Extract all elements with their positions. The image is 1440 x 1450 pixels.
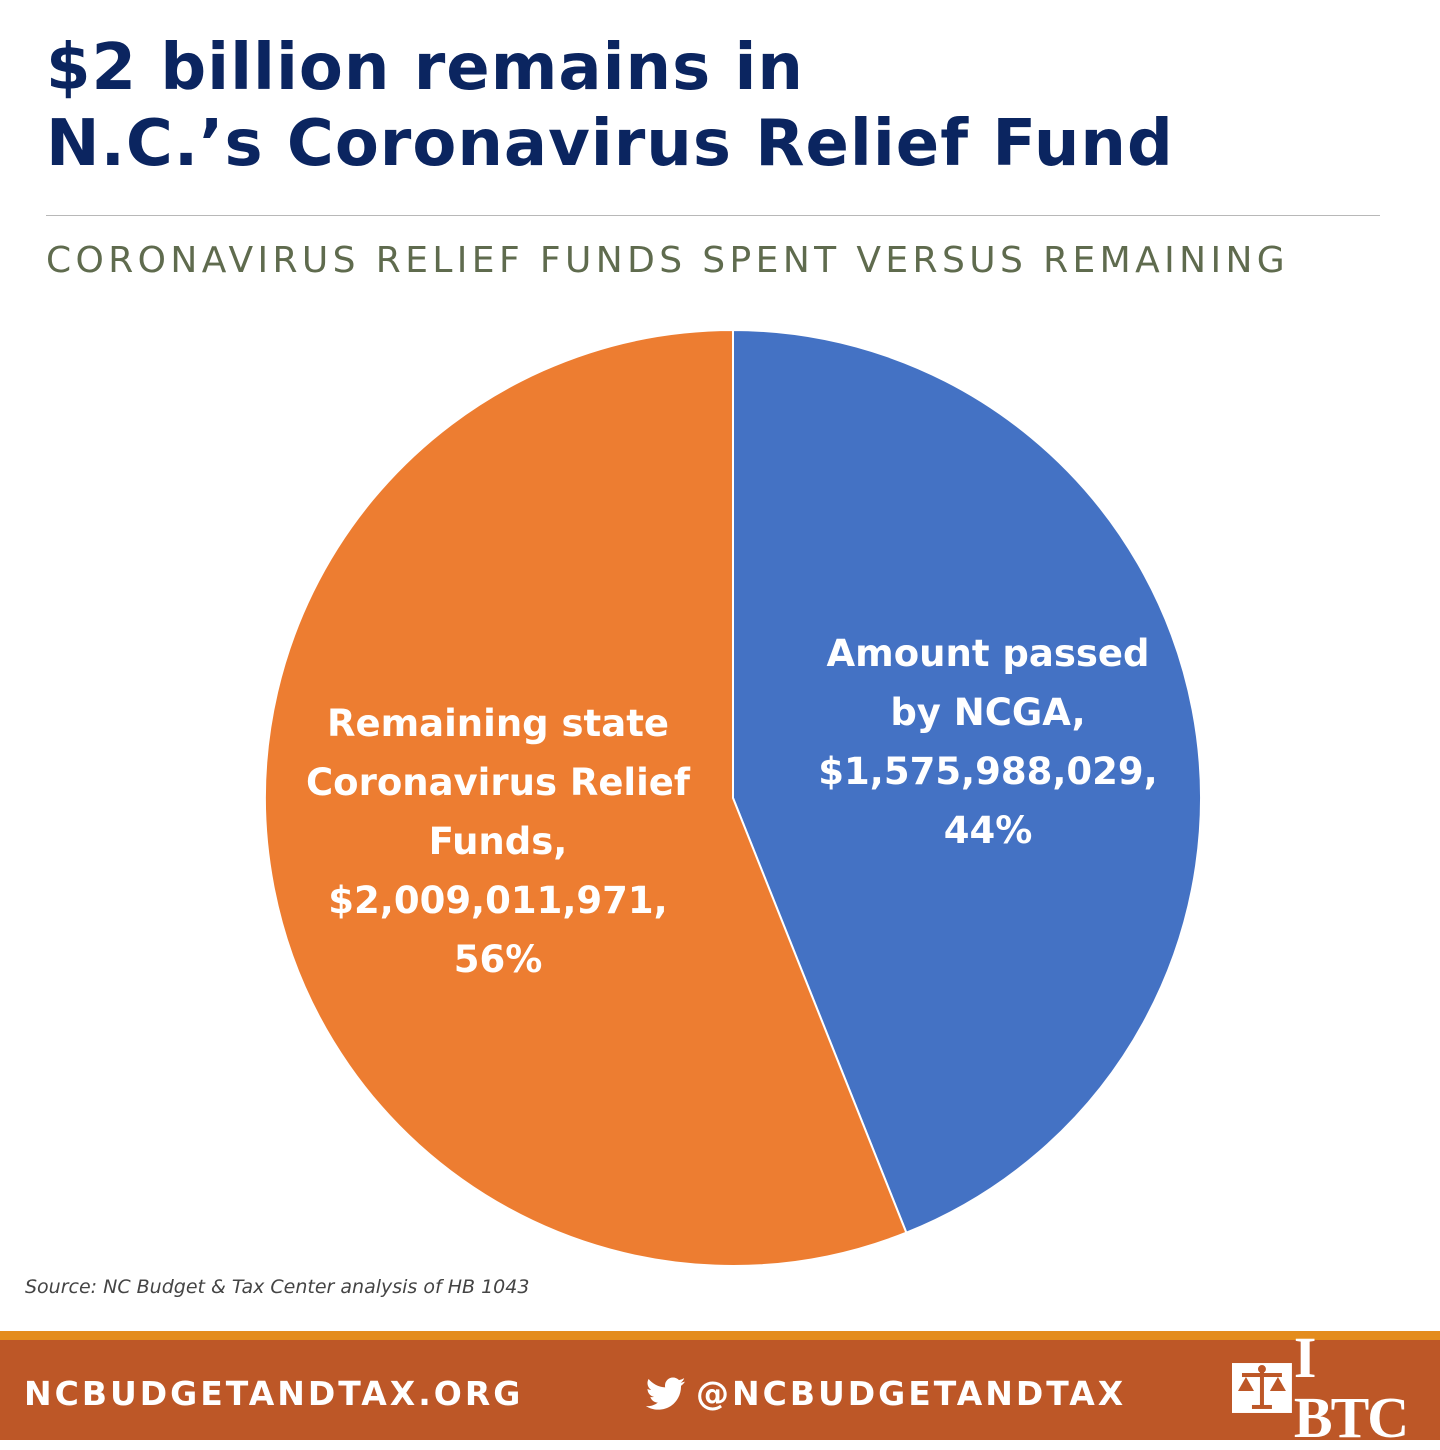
twitter-handle-link[interactable]: @NCBUDGETANDTAX [646,1374,1126,1413]
page-title: $2 billion remains in N.C.’s Coronavirus… [46,30,1406,182]
twitter-bird-icon [646,1377,686,1410]
footer-band: NCBUDGETANDTAX.ORG @NCBUDGETANDTAX I BTC [0,1328,1440,1448]
slice-label-line: 44% [944,809,1033,852]
slice-label-remaining: Remaining state Coronavirus Relief Funds, $… [306,702,691,981]
pie-slice-remaining [264,328,908,1267]
twitter-handle-text: @NCBUDGETANDTAX [696,1374,1127,1413]
title-divider [46,215,1380,216]
slice-label-line: Amount passed [827,632,1150,675]
slice-label-line: by NCGA, [890,691,1085,734]
slice-label-ncga-passed: Amount passed by NCGA, $1,575,988,029, 44% [818,632,1157,852]
source-note: Source: NC Budget & Tax Center analysis … [25,1276,530,1298]
title-line-1: $2 billion remains in [46,31,804,105]
slice-label-line: $2,009,011,971, [328,879,667,922]
website-link[interactable]: NCBUDGETANDTAX.ORG [24,1374,524,1413]
btc-scales-logo [1231,1363,1292,1413]
btc-logo: I BTC [1230,1328,1440,1448]
slice-label-line: 56% [454,938,543,981]
logo-text: I BTC [1293,1325,1409,1450]
slice-label-line: Funds, [429,820,568,863]
pie-slice-ncga-passed [732,328,1203,1235]
chart-subtitle: CORONAVIRUS RELIEF FUNDS SPENT VERSUS RE… [46,240,1290,281]
slice-label-line: Coronavirus Relief [306,761,691,804]
slice-label-line: $1,575,988,029, [818,750,1157,793]
title-line-2: N.C.’s Coronavirus Relief Fund [46,107,1174,181]
slice-label-line: Remaining state [327,702,669,745]
